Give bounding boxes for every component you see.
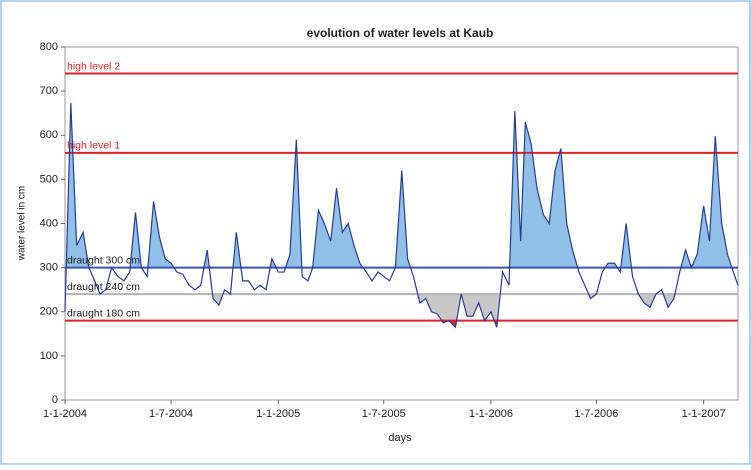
- x-tick-label: 1-1-2006: [469, 408, 513, 420]
- x-tick-label: 1-7-2006: [574, 408, 618, 420]
- level-fill: [65, 103, 738, 268]
- y-tick-label: 300: [40, 262, 58, 274]
- level-fill: [65, 294, 738, 328]
- level-label: draught 300 cm: [67, 254, 140, 266]
- y-tick-label: 400: [40, 217, 58, 229]
- x-axis-label: days: [388, 432, 412, 444]
- y-tick-label: 500: [40, 173, 58, 185]
- y-tick-label: 600: [40, 129, 58, 141]
- x-tick-label: 1-1-2007: [682, 408, 726, 420]
- y-tick-label: 100: [40, 350, 58, 362]
- x-tick-label: 1-1-2005: [256, 408, 300, 420]
- level-label: draught 240 cm: [67, 281, 140, 293]
- y-tick-label: 800: [40, 41, 58, 53]
- y-tick-label: 0: [52, 394, 58, 406]
- x-tick-label: 1-1-2004: [43, 408, 87, 420]
- y-axis-label: water level in cm: [17, 186, 28, 261]
- line-series: [64, 103, 739, 329]
- chart-title: evolution of water levels at Kaub: [307, 26, 494, 40]
- level-label: draught 180 cm: [67, 307, 140, 319]
- x-tick-label: 1-7-2005: [362, 408, 406, 420]
- level-label: high level 2: [67, 60, 120, 72]
- y-tick-label: 700: [40, 85, 58, 97]
- level-label: high level 1: [67, 140, 120, 152]
- x-tick-label: 1-7-2004: [149, 408, 193, 420]
- y-tick-label: 200: [40, 306, 58, 318]
